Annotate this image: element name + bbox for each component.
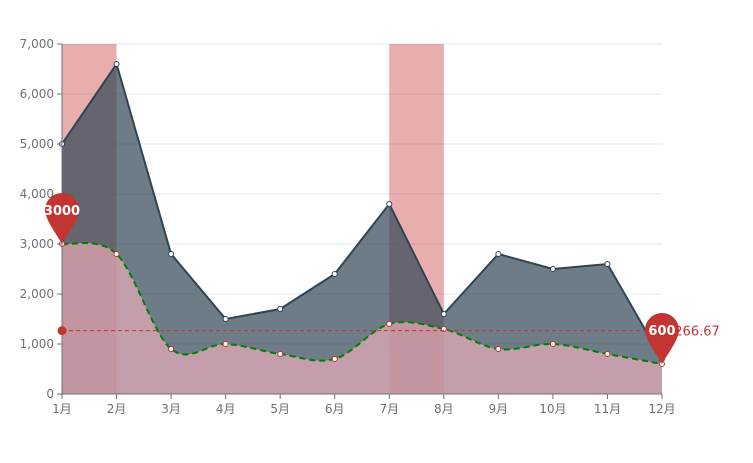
data-point — [440, 311, 447, 317]
y-tick-label: 5,000 — [20, 137, 54, 151]
data-point — [222, 341, 229, 347]
data-point — [331, 271, 338, 277]
mark-point-label: 600 — [648, 324, 675, 339]
data-point — [113, 251, 120, 257]
x-tick-label: 6月 — [325, 402, 345, 416]
x-tick-label: 1月 — [52, 402, 72, 416]
data-point — [604, 351, 611, 357]
data-point — [604, 261, 611, 267]
x-tick-label: 5月 — [270, 402, 290, 416]
data-point — [168, 346, 175, 352]
data-point — [549, 341, 556, 347]
series-line — [61, 242, 663, 365]
data-point — [386, 201, 393, 207]
y-tick-label: 0 — [46, 387, 54, 401]
series-area — [62, 243, 662, 394]
y-tick-label: 3,000 — [20, 237, 54, 251]
x-tick-label: 4月 — [216, 402, 236, 416]
y-tick-label: 7,000 — [20, 37, 54, 51]
data-point — [168, 251, 175, 257]
x-tick-label: 3月 — [161, 402, 181, 416]
y-tick-label: 1,000 — [20, 337, 54, 351]
data-point — [277, 306, 284, 312]
y-tick-label: 4,000 — [20, 187, 54, 201]
mark-point-label: 3000 — [44, 204, 80, 219]
average-mark-line: 1266.67 — [57, 325, 720, 340]
mark-point-pin — [645, 313, 679, 364]
axes: 0 1,000 2,000 3,000 4,000 5,000 6,000 7,000 1月 2月… — [20, 37, 676, 416]
data-point — [331, 356, 338, 362]
data-point — [113, 61, 120, 67]
y-tick-label: 6,000 — [20, 87, 54, 101]
data-point — [386, 321, 393, 327]
x-tick-label: 9月 — [489, 402, 509, 416]
x-tick-label: 11月 — [594, 402, 621, 416]
mark-points: 3000 600 — [44, 193, 679, 364]
data-point — [549, 266, 556, 272]
mark-point-pin — [45, 193, 79, 244]
data-point — [495, 346, 502, 352]
data-point — [222, 316, 229, 322]
x-tick-label: 8月 — [434, 402, 454, 416]
data-point — [495, 251, 502, 257]
data-point — [277, 351, 284, 357]
x-tick-label: 12月 — [648, 402, 675, 416]
series-areas — [62, 64, 662, 394]
y-tick-label: 2,000 — [20, 287, 54, 301]
x-tick-label: 2月 — [107, 402, 127, 416]
mark-line-label: 1266.67 — [666, 325, 720, 340]
series-line — [61, 61, 663, 360]
series-lines — [61, 61, 663, 365]
x-tick-label: 10月 — [539, 402, 566, 416]
x-tick-label: 7月 — [379, 402, 399, 416]
series-area — [62, 64, 662, 394]
